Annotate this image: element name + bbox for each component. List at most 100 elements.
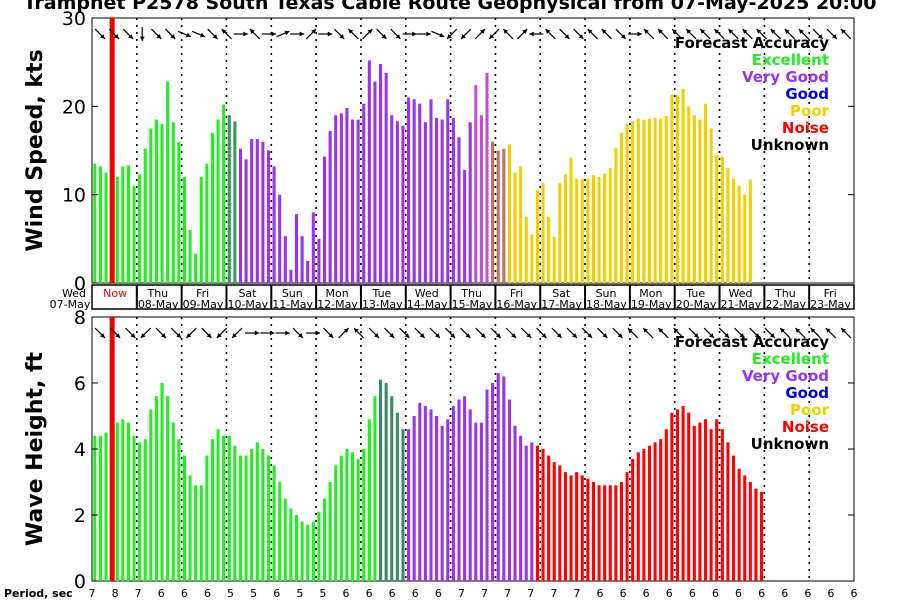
data-bar <box>608 168 612 283</box>
data-bar <box>463 396 467 581</box>
day-of-week-label: Sat <box>552 287 571 300</box>
data-bar <box>171 122 175 283</box>
direction-arrowhead <box>221 29 227 34</box>
data-bar <box>709 128 713 283</box>
data-bar <box>300 521 304 581</box>
data-bar <box>614 147 618 283</box>
data-bar <box>485 389 489 581</box>
data-bar <box>647 118 652 283</box>
data-bar <box>681 406 685 581</box>
day-of-week-label: Fri <box>824 287 837 300</box>
day-of-week-label: Tue <box>685 287 705 300</box>
data-bar <box>692 115 696 283</box>
data-bar <box>98 166 102 283</box>
data-bar <box>379 63 383 284</box>
date-label: 19-May <box>631 298 672 311</box>
direction-arrowhead <box>769 333 775 338</box>
direction-arrowhead <box>673 328 679 333</box>
direction-arrowhead <box>754 333 760 338</box>
direction-arrowhead <box>186 333 192 338</box>
direction-arrowhead <box>480 333 486 338</box>
date-label: 21-May <box>721 298 762 311</box>
period-value: 6 <box>827 587 834 600</box>
data-bar <box>619 132 624 283</box>
now-label: Now <box>103 287 127 300</box>
data-bar <box>491 383 495 581</box>
direction-arrowhead <box>832 34 837 39</box>
direction-arrowhead <box>587 333 593 338</box>
direction-arrowhead <box>315 330 321 336</box>
data-bar <box>289 269 293 283</box>
legend-item: Good <box>785 85 829 103</box>
data-bar <box>182 455 186 581</box>
data-bar <box>647 445 652 581</box>
data-bar <box>754 488 758 581</box>
data-bar <box>569 157 573 283</box>
direction-arrowhead <box>572 333 577 338</box>
data-bar <box>451 406 455 581</box>
data-bar <box>222 104 226 283</box>
data-bar <box>395 412 399 581</box>
data-bar <box>160 124 164 283</box>
day-of-week-label: Wed <box>62 287 86 300</box>
period-values: 7 8 7 6 6 6 5 5 6 5 5 6 6 6 6 6 7 7 7 7 7 7 6 6 6 6 6 6 6 6 6 6 6 6 <box>89 587 858 600</box>
data-bar <box>188 230 192 283</box>
period-value: 5 <box>250 587 257 600</box>
day-of-week-label: Thu <box>460 287 482 300</box>
data-bar <box>401 125 405 284</box>
legend-item: Excellent <box>752 51 829 69</box>
direction-arrowhead <box>461 34 466 39</box>
data-bar <box>513 172 517 283</box>
period-value: 7 <box>135 587 142 600</box>
day-label-strip <box>91 284 855 310</box>
period-value: 6 <box>712 587 719 600</box>
direction-arrowhead <box>128 34 134 39</box>
data-bar <box>244 455 248 581</box>
data-bar <box>675 94 680 283</box>
data-bar <box>698 119 702 283</box>
data-bar <box>479 115 483 283</box>
data-bar <box>418 402 422 581</box>
data-bar <box>373 81 377 283</box>
data-bar <box>457 137 461 283</box>
data-bar <box>227 435 231 581</box>
direction-arrowhead <box>658 328 664 333</box>
legend-item: Noise <box>782 119 829 137</box>
data-bar <box>255 139 259 283</box>
direction-arrowhead <box>115 333 121 338</box>
direction-arrowhead <box>556 333 562 338</box>
data-bar <box>732 178 736 283</box>
data-bar <box>132 185 136 283</box>
direction-arrowhead <box>587 29 593 34</box>
data-bar <box>367 60 371 284</box>
data-bar <box>390 396 394 581</box>
data-bar <box>715 419 719 581</box>
day-of-week-label: Thu <box>146 287 168 300</box>
data-bar <box>519 435 523 581</box>
direction-arrowhead <box>140 333 146 338</box>
data-bar <box>126 165 130 283</box>
period-value: 6 <box>758 587 765 600</box>
data-bar <box>507 399 511 581</box>
chart-title: Tramphet P2578 South Texas Cable Route G… <box>24 0 877 14</box>
data-bar <box>194 485 198 581</box>
data-bar <box>642 119 646 283</box>
direction-arrowhead <box>161 333 166 338</box>
data-bar <box>283 498 287 581</box>
data-bar <box>272 465 276 581</box>
data-bar <box>429 99 433 284</box>
data-bar <box>149 409 153 581</box>
legend-item: Unknown <box>751 435 829 453</box>
direction-arrowhead <box>686 29 692 34</box>
day-of-week-label: Fri <box>196 287 209 300</box>
direction-arrowhead <box>714 29 720 34</box>
data-bar <box>569 475 573 581</box>
data-bar <box>535 445 539 581</box>
data-bar <box>351 119 355 283</box>
direction-arrowhead <box>480 29 485 34</box>
data-bar <box>278 194 282 283</box>
data-bar <box>322 156 327 283</box>
data-bar <box>339 455 343 581</box>
data-bar <box>166 81 170 283</box>
data-bar <box>104 432 108 581</box>
